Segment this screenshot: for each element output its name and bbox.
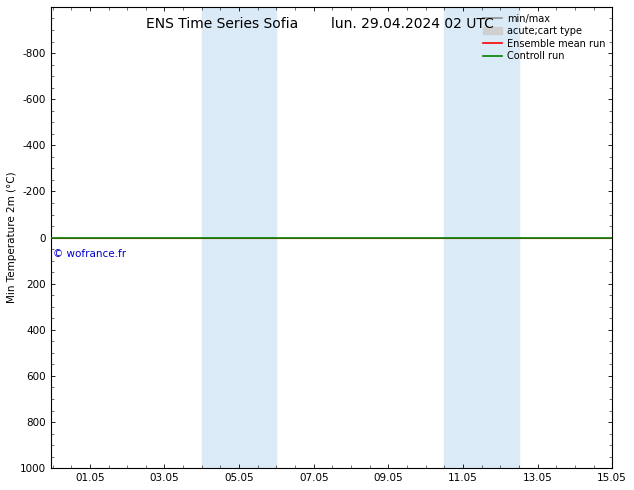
Text: lun. 29.04.2024 02 UTC: lun. 29.04.2024 02 UTC (331, 17, 493, 31)
Legend: min/max, acute;cart type, Ensemble mean run, Controll run: min/max, acute;cart type, Ensemble mean … (481, 12, 607, 63)
Y-axis label: Min Temperature 2m (°C): Min Temperature 2m (°C) (7, 172, 17, 303)
Bar (202, 7, 276, 468)
Text: © wofrance.fr: © wofrance.fr (53, 249, 126, 259)
Text: ENS Time Series Sofia: ENS Time Series Sofia (146, 17, 298, 31)
Bar (444, 7, 519, 468)
